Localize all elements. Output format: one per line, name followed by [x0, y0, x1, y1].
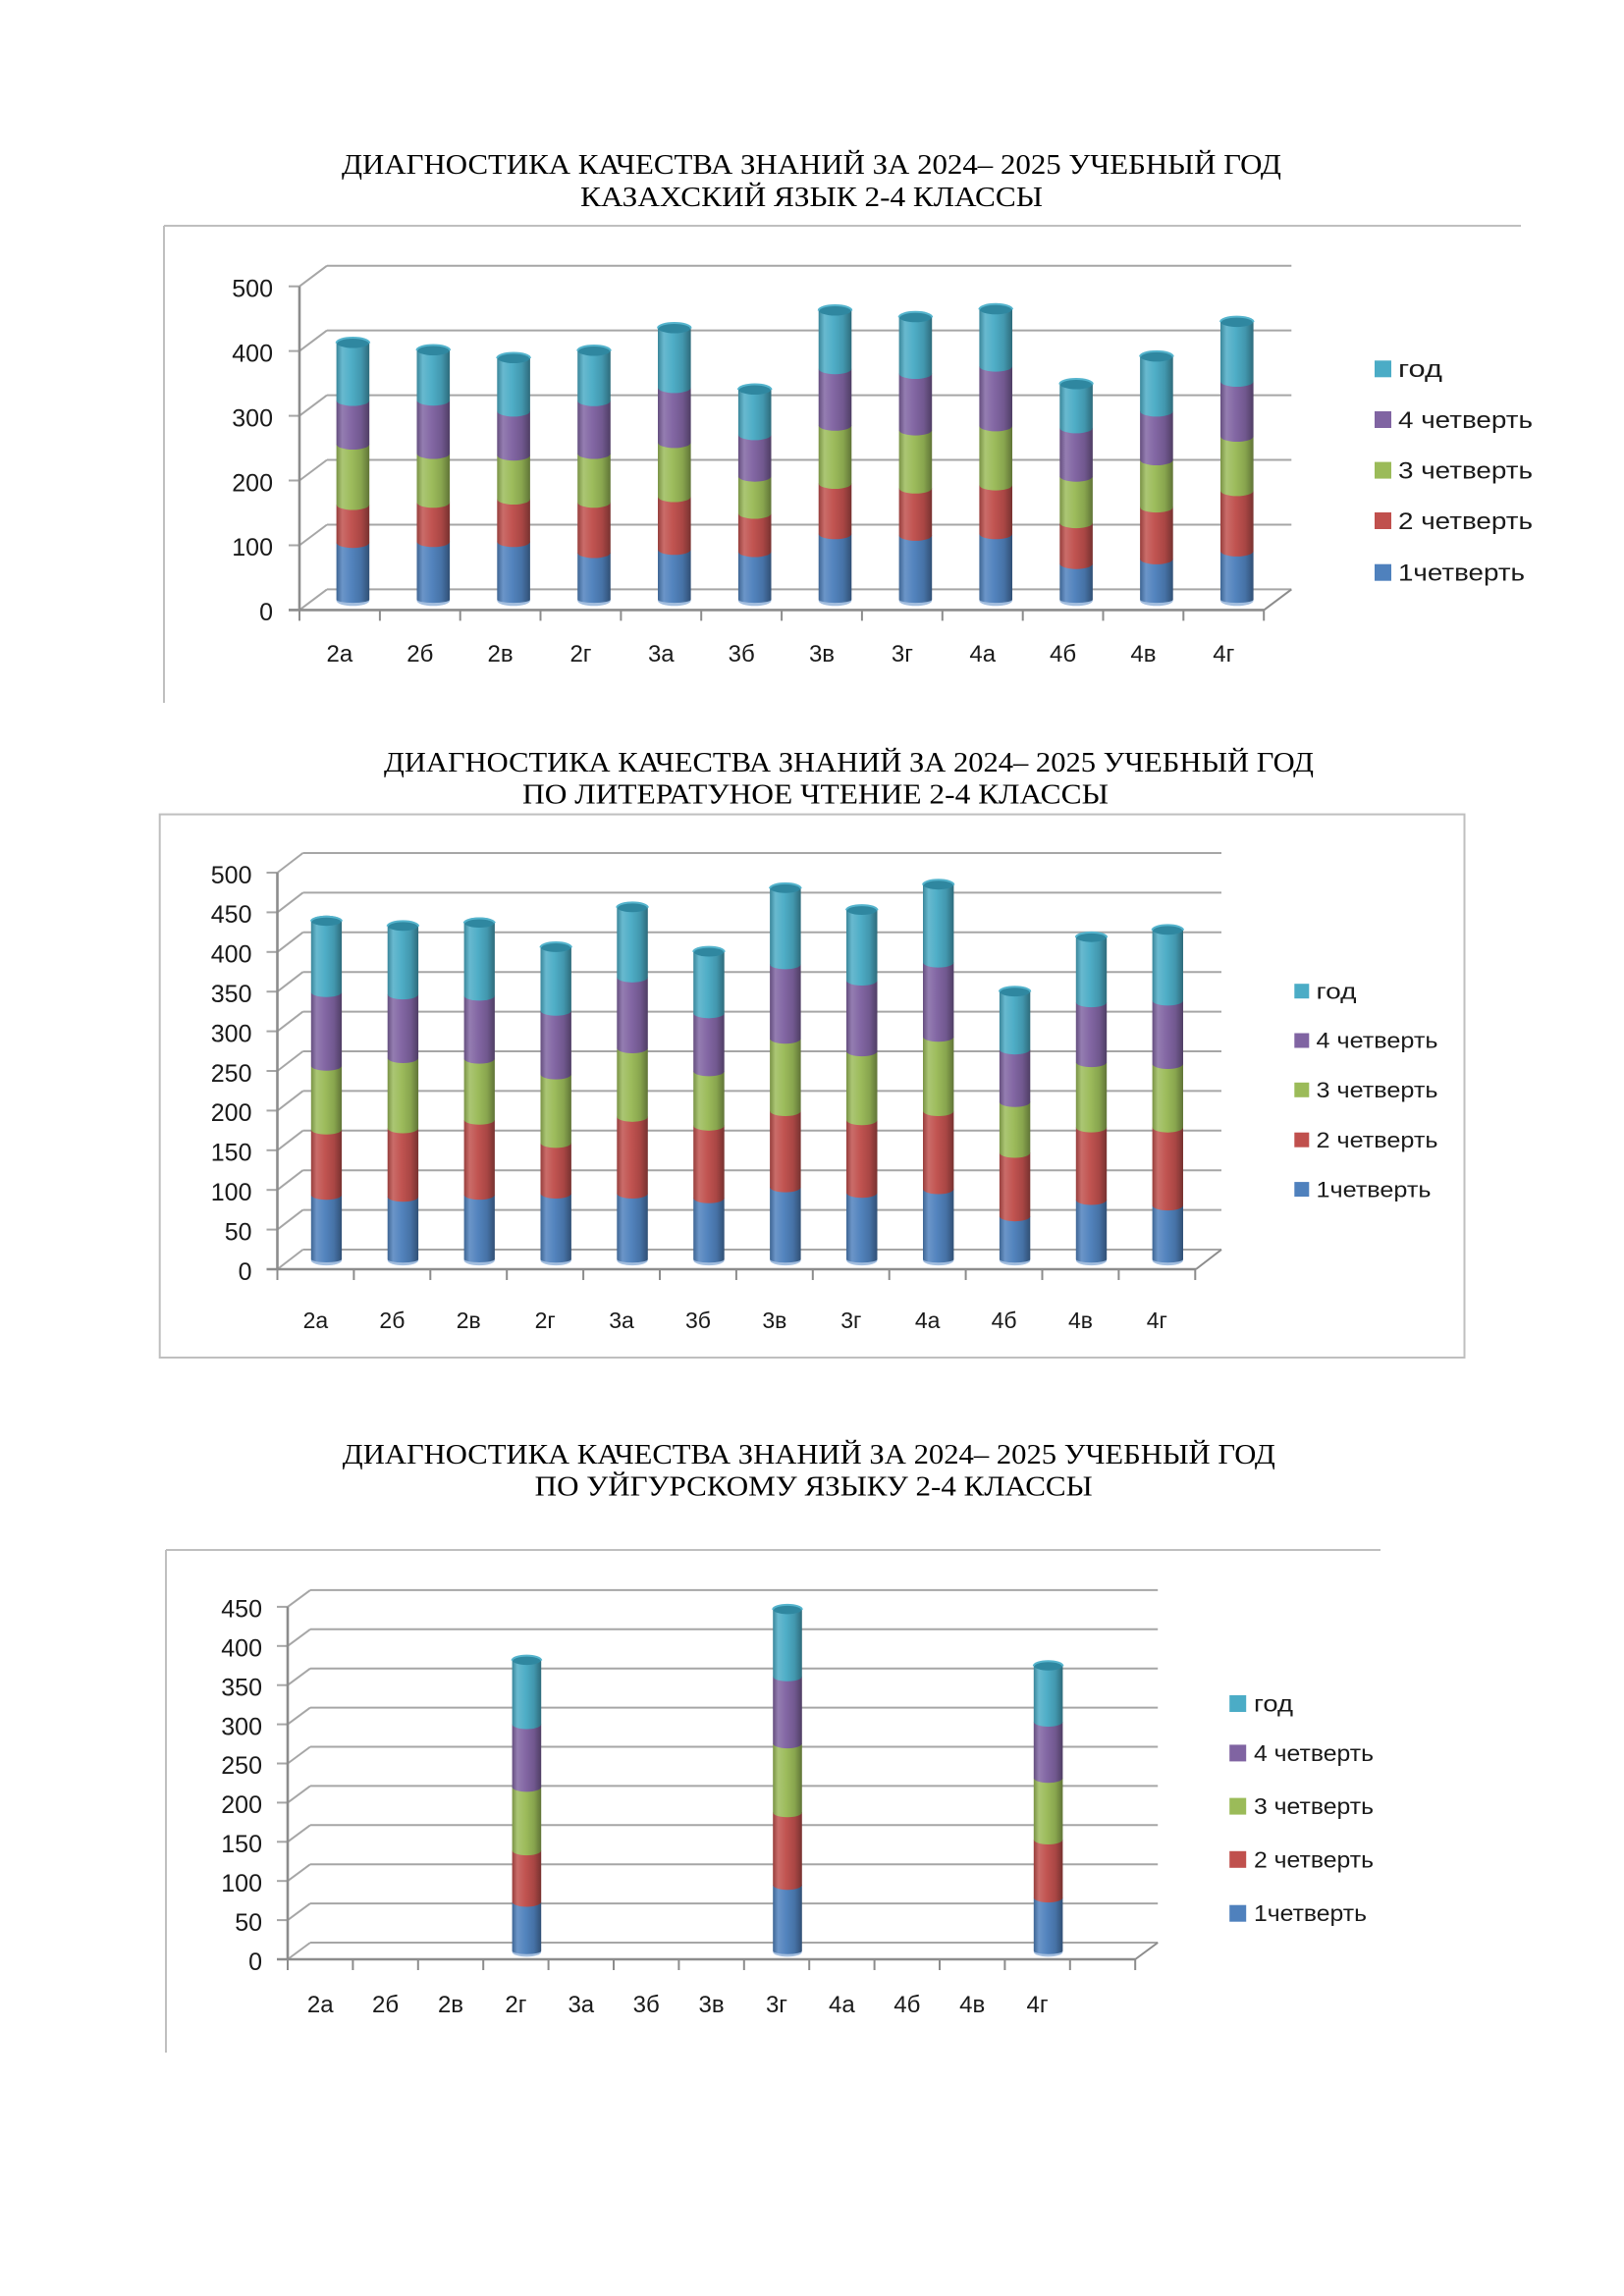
svg-text:ДИАГНОСТИКА КАЧЕСТВА ЗНАНИЙ ЗА: ДИАГНОСТИКА КАЧЕСТВА ЗНАНИЙ ЗА 2024– 202…	[384, 747, 1314, 778]
svg-text:100: 100	[211, 1179, 252, 1206]
svg-text:150: 150	[211, 1140, 252, 1167]
svg-text:350: 350	[211, 981, 252, 1008]
svg-text:0: 0	[259, 599, 273, 626]
svg-text:год: год	[1398, 356, 1442, 383]
svg-text:200: 200	[211, 1099, 252, 1127]
svg-text:3а: 3а	[609, 1308, 634, 1333]
svg-text:3б: 3б	[729, 641, 755, 667]
svg-text:4г: 4г	[1027, 1992, 1049, 2018]
svg-text:ПО ЛИТЕРАТУНОЕ ЧТЕНИЕ 2-4 КЛА: ПО ЛИТЕРАТУНОЕ ЧТЕНИЕ 2-4 КЛАССЫ	[522, 779, 1109, 811]
svg-text:100: 100	[232, 534, 273, 561]
svg-text:200: 200	[221, 1791, 262, 1819]
svg-text:3б: 3б	[633, 1992, 660, 2018]
svg-text:4б: 4б	[893, 1992, 920, 2018]
svg-text:3г: 3г	[766, 1992, 787, 2018]
svg-text:3а: 3а	[648, 641, 675, 667]
svg-text:2б: 2б	[379, 1308, 405, 1333]
svg-text:400: 400	[221, 1635, 262, 1663]
svg-text:2а: 2а	[303, 1308, 329, 1333]
svg-text:300: 300	[211, 1020, 252, 1047]
svg-text:400: 400	[232, 340, 273, 367]
svg-text:4в: 4в	[959, 1992, 985, 2018]
svg-text:4г: 4г	[1147, 1308, 1167, 1333]
svg-text:4г: 4г	[1213, 641, 1234, 667]
svg-text:1четверть: 1четверть	[1254, 1900, 1367, 1926]
svg-text:4а: 4а	[915, 1308, 941, 1333]
svg-text:3в: 3в	[809, 641, 835, 667]
svg-text:4а: 4а	[829, 1992, 855, 2018]
svg-text:50: 50	[235, 1909, 262, 1937]
svg-text:КАЗАХСКИЙ ЯЗЫК 2-4 КЛАССЫ: КАЗАХСКИЙ ЯЗЫК 2-4 КЛАССЫ	[580, 182, 1043, 213]
svg-text:500: 500	[211, 862, 252, 889]
svg-text:3г: 3г	[892, 641, 913, 667]
svg-text:2г: 2г	[505, 1992, 526, 2018]
svg-text:2а: 2а	[327, 641, 353, 667]
svg-text:2в: 2в	[457, 1308, 481, 1333]
svg-text:4 четверть: 4 четверть	[1254, 1740, 1374, 1766]
svg-text:3 четверть: 3 четверть	[1254, 1793, 1374, 1819]
svg-text:350: 350	[221, 1674, 262, 1701]
svg-text:ДИАГНОСТИКА КАЧЕСТВА ЗНАНИЙ ЗА: ДИАГНОСТИКА КАЧЕСТВА ЗНАНИЙ ЗА 2024– 202…	[342, 149, 1281, 181]
svg-text:3в: 3в	[762, 1308, 786, 1333]
svg-text:2в: 2в	[438, 1992, 463, 2018]
svg-text:3в: 3в	[699, 1992, 725, 2018]
svg-text:200: 200	[232, 469, 273, 497]
svg-text:4б: 4б	[992, 1308, 1017, 1333]
svg-text:3б: 3б	[685, 1308, 711, 1333]
svg-text:2б: 2б	[372, 1992, 399, 2018]
svg-text:0: 0	[239, 1258, 252, 1286]
svg-text:2г: 2г	[535, 1308, 556, 1333]
svg-text:150: 150	[221, 1831, 262, 1858]
svg-text:100: 100	[221, 1870, 262, 1897]
svg-text:4 четверть: 4 четверть	[1317, 1029, 1438, 1053]
svg-text:50: 50	[225, 1218, 252, 1246]
svg-text:ПО УЙГУРСКОМУ ЯЗЫКУ 2-4 КЛАСС: ПО УЙГУРСКОМУ ЯЗЫКУ 2-4 КЛАССЫ	[535, 1471, 1093, 1503]
svg-text:3 четверть: 3 четверть	[1317, 1078, 1438, 1102]
svg-text:500: 500	[232, 275, 273, 302]
svg-text:2г: 2г	[569, 641, 591, 667]
svg-text:1четверть: 1четверть	[1398, 561, 1525, 587]
svg-text:3 четверть: 3 четверть	[1398, 458, 1533, 485]
svg-text:2б: 2б	[406, 641, 433, 667]
svg-text:450: 450	[221, 1596, 262, 1624]
svg-text:2в: 2в	[488, 641, 514, 667]
svg-text:400: 400	[211, 941, 252, 969]
svg-text:4 четверть: 4 четверть	[1398, 407, 1533, 434]
svg-text:2а: 2а	[307, 1992, 334, 2018]
svg-text:300: 300	[232, 404, 273, 432]
svg-text:2 четверть: 2 четверть	[1317, 1128, 1438, 1152]
svg-text:2 четверть: 2 четверть	[1398, 508, 1533, 535]
svg-text:250: 250	[211, 1060, 252, 1088]
svg-text:0: 0	[248, 1949, 262, 1976]
svg-text:2 четверть: 2 четверть	[1254, 1846, 1374, 1872]
svg-text:450: 450	[211, 901, 252, 929]
svg-text:3г: 3г	[840, 1308, 861, 1333]
svg-text:4б: 4б	[1050, 641, 1076, 667]
svg-text:4а: 4а	[969, 641, 996, 667]
svg-text:год: год	[1254, 1691, 1294, 1717]
svg-text:ДИАГНОСТИКА КАЧЕСТВА ЗНАНИЙ ЗА: ДИАГНОСТИКА КАЧЕСТВА ЗНАНИЙ ЗА 2024– 202…	[343, 1439, 1275, 1470]
svg-text:3а: 3а	[568, 1992, 594, 2018]
svg-text:1четверть: 1четверть	[1317, 1177, 1432, 1201]
svg-text:300: 300	[221, 1713, 262, 1740]
svg-text:4в: 4в	[1068, 1308, 1093, 1333]
svg-text:год: год	[1317, 979, 1357, 1003]
svg-text:4в: 4в	[1130, 641, 1156, 667]
svg-text:250: 250	[221, 1752, 262, 1780]
